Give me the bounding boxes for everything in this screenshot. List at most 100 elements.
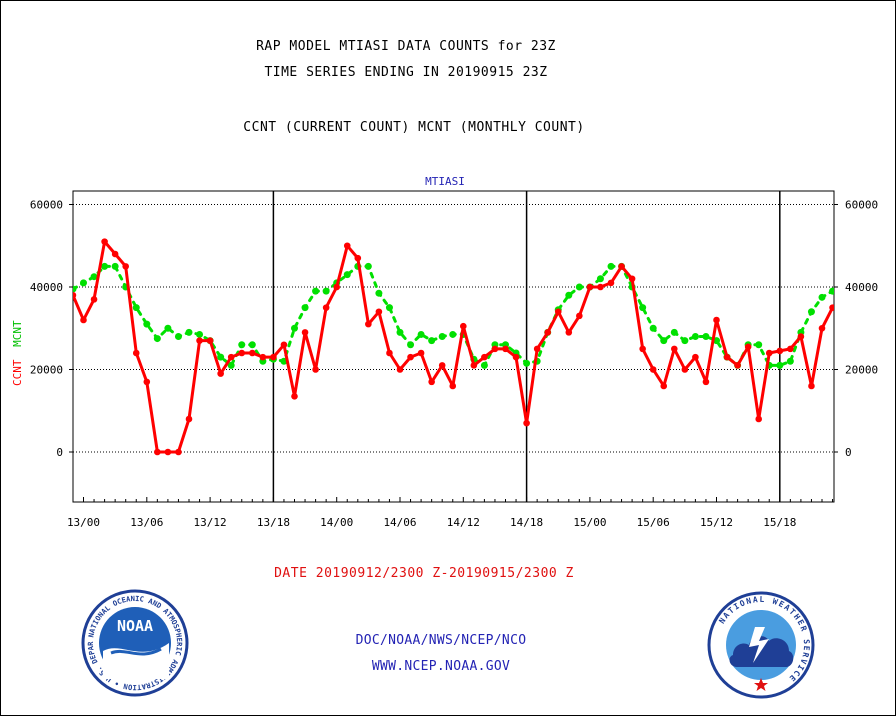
- ccnt-point: [639, 345, 646, 353]
- x-tick-label: 14/00: [320, 516, 353, 529]
- date-range-label: DATE 20190912/2300 Z-20190915/2300 Z: [274, 566, 574, 581]
- mcnt-point: [196, 330, 204, 338]
- ccnt-point: [386, 349, 393, 357]
- ccnt-point: [649, 366, 657, 373]
- mcnt-point: [238, 341, 246, 349]
- mcnt-point: [185, 328, 193, 336]
- ccnt-point: [73, 291, 77, 299]
- ccnt-point: [576, 312, 583, 320]
- y-tick-label-right: 60000: [845, 199, 878, 212]
- mcnt-point: [174, 333, 182, 340]
- ccnt-point: [702, 378, 710, 386]
- y-axis-label: CCNT MCNT: [11, 320, 24, 386]
- x-tick-label: 15/12: [700, 516, 733, 529]
- ccnt-point: [597, 283, 604, 291]
- mcnt-point: [565, 291, 573, 299]
- ccnt-point: [428, 378, 435, 386]
- ccnt-point: [734, 362, 741, 369]
- noaa-logo-text: NOAA: [117, 617, 153, 635]
- ccnt-point: [343, 242, 351, 250]
- ccnt-point: [417, 349, 425, 357]
- y-tick-label: 40000: [30, 281, 63, 294]
- mcnt-point: [164, 324, 172, 332]
- mcnt-point: [670, 328, 678, 336]
- x-tick-label: 13/00: [67, 516, 100, 529]
- ccnt-point: [618, 263, 625, 270]
- mcnt-point: [596, 275, 604, 283]
- x-tick-label: 13/06: [130, 516, 163, 529]
- ccnt-point: [491, 345, 499, 353]
- y-tick-label-right: 40000: [845, 281, 878, 294]
- mcnt-point: [364, 262, 372, 270]
- mcnt-point: [132, 304, 140, 312]
- chart-title: MTIASI: [425, 175, 465, 188]
- ccnt-point: [396, 366, 404, 373]
- mcnt-point: [829, 287, 834, 295]
- ccnt-point: [227, 353, 235, 361]
- mcnt-point: [639, 304, 647, 312]
- mcnt-point: [73, 285, 77, 293]
- ccnt-point: [365, 320, 372, 328]
- y-tick-label: 0: [56, 446, 63, 459]
- mcnt-point: [649, 324, 657, 332]
- mcnt-point: [702, 333, 710, 340]
- ccnt-point: [238, 349, 246, 357]
- y-tick-label-right: 0: [845, 446, 852, 459]
- ccnt-point: [765, 349, 773, 357]
- y-tick-label-right: 20000: [845, 364, 878, 377]
- y-axis-label-mcnt: MCNT: [11, 320, 24, 347]
- mcnt-point: [248, 341, 256, 349]
- mcnt-point: [227, 361, 235, 369]
- ccnt-point: [512, 353, 520, 361]
- mcnt-point: [438, 333, 446, 340]
- ccnt-point: [333, 283, 341, 291]
- ccnt-series: [73, 238, 834, 456]
- ccnt-point: [312, 366, 319, 373]
- ccnt-point: [80, 316, 87, 324]
- chart-title-line-1: RAP MODEL MTIASI DATA COUNTS for 23Z: [256, 39, 556, 54]
- mcnt-point: [153, 335, 161, 343]
- ccnt-point: [270, 353, 277, 361]
- ccnt-point: [206, 337, 214, 344]
- ccnt-point: [280, 341, 288, 349]
- x-tick-label: 14/06: [383, 516, 416, 529]
- ccnt-point: [154, 448, 161, 456]
- plot-frame: [72, 190, 835, 503]
- mcnt-point: [691, 333, 699, 340]
- ccnt-point: [628, 275, 636, 283]
- ccnt-point: [607, 279, 615, 287]
- ccnt-point: [818, 324, 826, 332]
- mcnt-point: [407, 341, 415, 349]
- x-tick-label: 15/18: [763, 516, 796, 529]
- ccnt-point: [322, 304, 330, 311]
- ccnt-point: [692, 353, 699, 361]
- mcnt-point: [660, 337, 668, 345]
- ccnt-point: [787, 345, 794, 353]
- ccnt-point: [586, 283, 594, 291]
- ccnt-point: [90, 296, 98, 303]
- mcnt-point: [523, 359, 531, 367]
- mcnt-point: [428, 337, 436, 345]
- ccnt-point: [533, 345, 541, 353]
- mcnt-series: [73, 262, 834, 369]
- ccnt-point: [797, 333, 805, 340]
- ccnt-point: [544, 329, 551, 336]
- ccnt-point: [185, 415, 193, 423]
- chart-title-line-3: CCNT (CURRENT COUNT) MCNT (MONTHLY COUNT…: [243, 120, 585, 135]
- y-tick-label: 20000: [30, 364, 63, 377]
- footer-org-path: DOC/NOAA/NWS/NCEP/NCO: [355, 633, 527, 648]
- ccnt-point: [744, 343, 752, 351]
- mcnt-point: [385, 304, 393, 312]
- mcnt-point: [312, 287, 320, 295]
- ccnt-point: [460, 322, 467, 330]
- ccnt-point: [502, 345, 509, 353]
- mcnt-point: [575, 283, 583, 291]
- ccnt-point: [164, 448, 172, 456]
- mcnt-point: [755, 341, 763, 349]
- mcnt-point: [818, 293, 826, 301]
- chart-title-line-2: TIME SERIES ENDING IN 20190915 23Z: [264, 65, 548, 80]
- mcnt-point: [480, 361, 488, 369]
- ccnt-point: [175, 448, 182, 456]
- ccnt-point: [132, 349, 140, 357]
